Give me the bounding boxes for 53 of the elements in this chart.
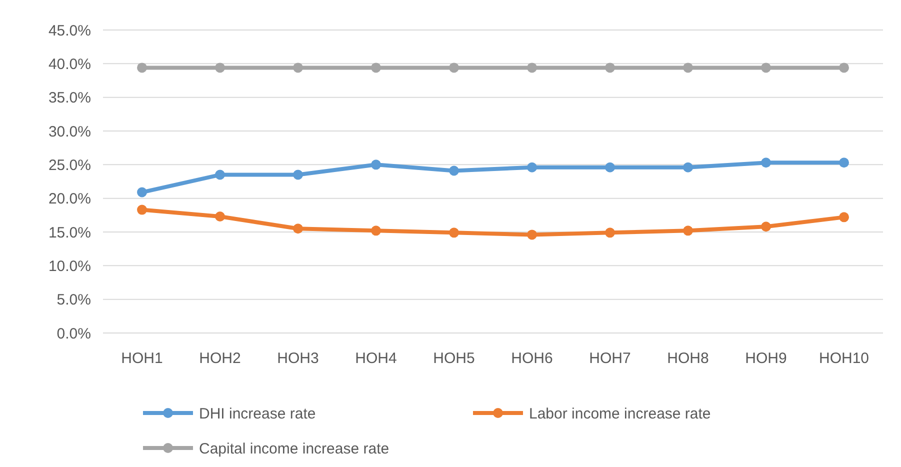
x-tick-label: HOH2 (199, 350, 241, 367)
point (293, 62, 303, 73)
y-tick-label: 15.0% (48, 224, 91, 242)
point (839, 212, 849, 222)
y-tick-label: 35.0% (48, 90, 91, 107)
x-tick-label: HOH9 (745, 350, 787, 367)
point (293, 224, 303, 234)
x-tick-label: HOH4 (355, 350, 397, 367)
x-tick-label: HOH10 (818, 350, 870, 367)
point (371, 62, 381, 73)
legend-label: Labor income increase rate (529, 405, 711, 422)
point (761, 158, 771, 168)
point (683, 226, 693, 236)
y-tick-label: 10.0% (48, 258, 91, 275)
point (215, 212, 225, 222)
point (761, 62, 771, 73)
x-tick-label: HOH3 (277, 350, 319, 367)
point (449, 62, 459, 73)
point (605, 228, 615, 238)
x-tick-label: HOH8 (667, 350, 709, 367)
point (293, 170, 303, 180)
x-tick-label: HOH7 (589, 350, 631, 367)
y-tick-label: 45.0% (48, 22, 91, 40)
point (761, 222, 771, 232)
x-tick-label: HOH1 (121, 350, 163, 367)
y-tick-label: 30.0% (48, 123, 91, 140)
point (371, 226, 381, 236)
point (839, 158, 849, 168)
point (137, 204, 147, 215)
point (371, 160, 381, 170)
point (683, 62, 693, 73)
point (215, 62, 225, 73)
point (605, 162, 615, 172)
point (527, 62, 537, 73)
x-tick-label: HOH6 (511, 350, 553, 367)
point (527, 162, 537, 172)
y-tick-label: 20.0% (48, 190, 91, 208)
point (683, 162, 693, 172)
x-tick-label: HOH5 (433, 350, 475, 367)
y-tick-label: 25.0% (48, 156, 91, 174)
y-tick-label: 0.0% (56, 325, 91, 342)
point (449, 228, 459, 238)
point (215, 170, 225, 180)
point (839, 62, 849, 73)
y-tick-label: 40.0% (48, 56, 91, 73)
point (137, 62, 147, 73)
point (137, 187, 147, 198)
legend-label: DHI increase rate (199, 405, 316, 422)
point (527, 230, 537, 240)
legend-label: Capital income increase rate (199, 440, 390, 458)
y-tick-label: 5.0% (56, 292, 91, 309)
point (605, 62, 615, 73)
point (449, 166, 459, 176)
